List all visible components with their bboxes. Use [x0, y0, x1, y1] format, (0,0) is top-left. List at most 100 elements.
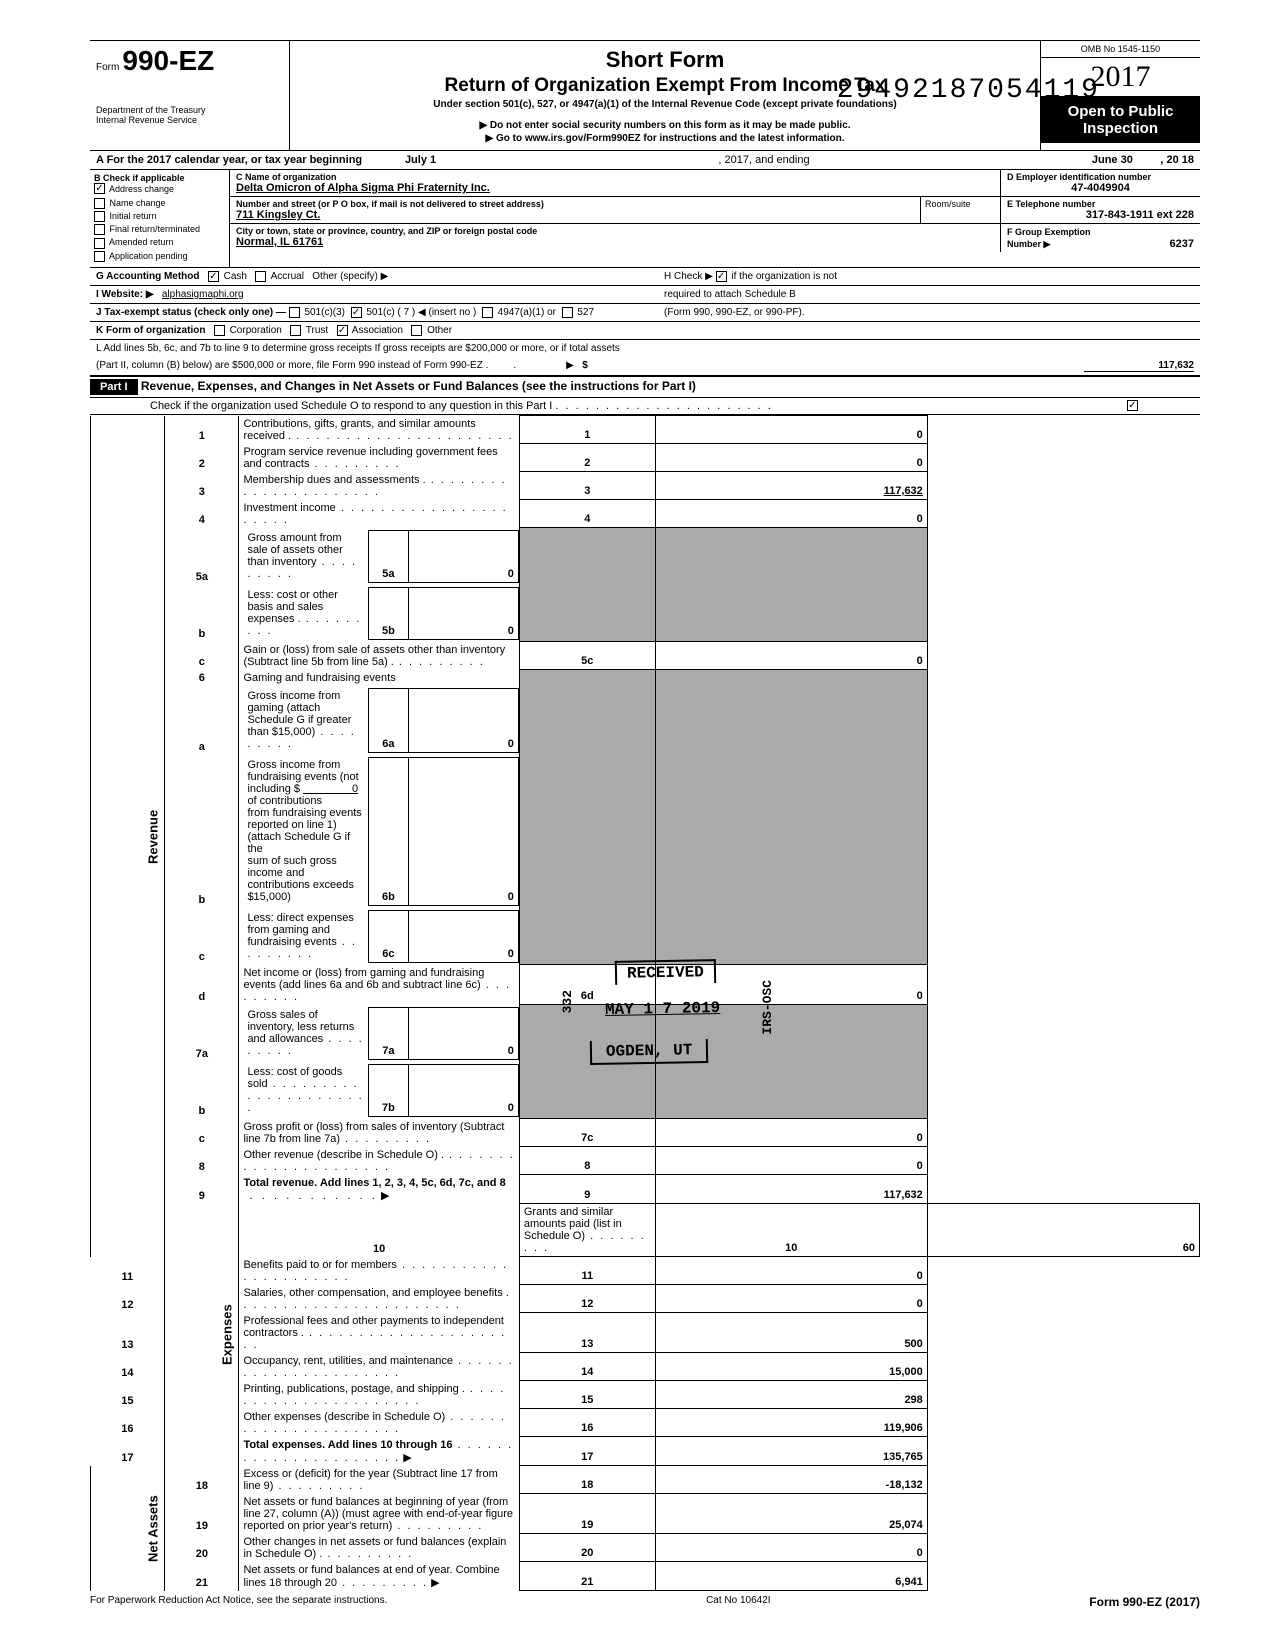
l14-box: 14 [519, 1353, 655, 1381]
l8-amt: 0 [655, 1147, 927, 1175]
l8-d: Other revenue (describe in Schedule O) . [243, 1149, 444, 1161]
h-t4: (Form 990, 990-EZ, or 990-PF). [664, 307, 805, 318]
col-b: B Check if applicable Address change Nam… [90, 170, 230, 267]
side-expenses: Expenses [165, 1204, 239, 1466]
chk-j3[interactable] [482, 307, 493, 318]
side-netassets: Net Assets [91, 1466, 165, 1591]
l11-d: Benefits paid to or for members [243, 1259, 396, 1271]
chk-pending[interactable] [94, 251, 105, 262]
l6c-mamt: 0 [408, 910, 518, 962]
stamp-received: RECEIVED [615, 959, 716, 985]
l10-box: 10 [655, 1204, 927, 1257]
l7b-n: b [165, 1062, 239, 1119]
l20-box: 20 [519, 1534, 655, 1562]
chk-name[interactable] [94, 198, 105, 209]
b-final: Final return/terminated [110, 224, 201, 234]
l10-n: 10 [239, 1204, 519, 1257]
l21-n: 21 [165, 1562, 239, 1591]
l9-box: 9 [519, 1175, 655, 1204]
k-o4: Other [427, 325, 452, 336]
chk-initial[interactable] [94, 211, 105, 222]
b-amend: Amended return [109, 237, 174, 247]
d-val: 47-4049904 [1007, 182, 1194, 194]
c-street-lbl: Number and street (or P O box, if mail i… [236, 199, 914, 209]
l7c-n: c [165, 1119, 239, 1147]
chk-accrual[interactable] [255, 271, 266, 282]
l6d-n: d [165, 965, 239, 1005]
l16-d: Other expenses (describe in Schedule O) [243, 1411, 445, 1423]
shade5 [519, 528, 655, 642]
l1-box: 1 [519, 416, 655, 444]
rowa-yr: , 20 18 [1160, 154, 1194, 166]
l2-amt: 0 [655, 444, 927, 472]
h-t1: H Check ▶ [664, 271, 713, 282]
l14-n: 14 [91, 1353, 165, 1381]
l6-d: Gaming and fundraising events [239, 670, 519, 686]
l4-amt: 0 [655, 500, 927, 528]
l15-amt: 298 [655, 1381, 927, 1409]
l8-n: 8 [165, 1147, 239, 1175]
l15-box: 15 [519, 1381, 655, 1409]
chk-j1[interactable] [289, 307, 300, 318]
f-val: 6237 [1170, 238, 1194, 250]
chk-cash[interactable] [208, 271, 219, 282]
l16-n: 16 [91, 1409, 165, 1437]
chk-amended[interactable] [94, 238, 105, 249]
short-form: Short Form [300, 47, 1030, 73]
arrow-ssn: ▶ Do not enter social security numbers o… [300, 120, 1030, 131]
k-o1: Corporation [230, 325, 282, 336]
shade6 [519, 670, 655, 965]
chk-final[interactable] [94, 224, 105, 235]
l5c-n: c [165, 642, 239, 670]
l6b-mamt: 0 [408, 757, 518, 905]
l6a-mamt: 0 [408, 688, 518, 752]
l19-amt: 25,074 [655, 1494, 927, 1534]
l-txt2: (Part II, column (B) below) are $500,000… [96, 360, 488, 371]
l3-amt: 117,632 [655, 472, 927, 500]
l3-box: 3 [519, 472, 655, 500]
f-lbl: F Group Exemption [1007, 227, 1091, 237]
l18-amt: -18,132 [655, 1466, 927, 1494]
g-accrual: Accrual [271, 271, 304, 282]
i-val: alphasigmaphi.org [162, 289, 244, 300]
part1-title: Revenue, Expenses, and Changes in Net As… [141, 379, 696, 393]
l19-box: 19 [519, 1494, 655, 1534]
l15-n: 15 [91, 1381, 165, 1409]
h-t3: required to attach Schedule B [664, 289, 796, 300]
l9-amt: 117,632 [655, 1175, 927, 1204]
chk-j4[interactable] [562, 307, 573, 318]
arrow-goto: ▶ Go to www.irs.gov/Form990EZ for instru… [300, 133, 1030, 144]
l13-n: 13 [91, 1313, 165, 1353]
chk-k2[interactable] [290, 325, 301, 336]
l11-box: 11 [519, 1257, 655, 1285]
chk-part1[interactable] [1127, 400, 1138, 411]
chk-address[interactable] [94, 183, 105, 194]
l7a-mamt: 0 [408, 1007, 518, 1059]
b-addr: Address change [109, 184, 174, 194]
chk-k3[interactable] [337, 325, 348, 336]
b-name: Name change [110, 198, 166, 208]
open2: Inspection [1083, 120, 1158, 137]
l21-amt: 6,941 [655, 1562, 927, 1591]
l5b-n: b [165, 585, 239, 642]
chk-k1[interactable] [214, 325, 225, 336]
l14-d: Occupancy, rent, utilities, and maintena… [243, 1355, 453, 1367]
j-o4: 527 [577, 307, 594, 318]
part1-bar: Part I [90, 379, 138, 395]
chk-k4[interactable] [411, 325, 422, 336]
chk-h[interactable] [716, 271, 727, 282]
c-city-val: Normal, IL 61761 [236, 236, 994, 248]
l9-d: Total revenue. Add lines 1, 2, 3, 4, 5c,… [243, 1177, 505, 1189]
part1-check: Check if the organization used Schedule … [90, 398, 1200, 415]
rowa-mid: , 2017, and ending [718, 154, 809, 166]
l6a-n: a [165, 686, 239, 755]
shade6b [655, 670, 927, 965]
c-room: Room/suite [925, 199, 971, 209]
row-a: A For the 2017 calendar year, or tax yea… [90, 151, 1200, 170]
c-street-val: 711 Kingsley Ct. [236, 209, 914, 221]
chk-j2[interactable] [351, 307, 362, 318]
side-revenue: Revenue [91, 416, 165, 1257]
footer-right: Form 990-EZ (2017) [1089, 1595, 1200, 1609]
shade5b [655, 528, 927, 642]
footer: For Paperwork Reduction Act Notice, see … [90, 1595, 1200, 1609]
